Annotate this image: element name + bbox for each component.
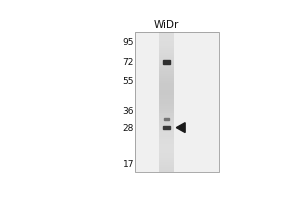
Bar <box>159 144 174 146</box>
Bar <box>159 118 174 120</box>
Bar <box>159 127 174 130</box>
Bar <box>135 32 219 172</box>
Bar <box>159 130 174 132</box>
Bar <box>159 81 174 83</box>
Bar <box>159 146 174 148</box>
Polygon shape <box>176 123 185 133</box>
Bar <box>159 48 174 50</box>
Bar <box>159 123 174 125</box>
Bar <box>159 69 174 71</box>
Bar <box>135 32 219 172</box>
Text: 36: 36 <box>122 107 134 116</box>
Bar <box>159 92 174 95</box>
Bar <box>159 148 174 151</box>
Bar <box>159 106 174 109</box>
Bar <box>159 153 174 155</box>
Bar <box>159 53 174 55</box>
Bar <box>159 99 174 102</box>
Bar <box>159 83 174 85</box>
Bar <box>159 155 174 158</box>
Bar <box>159 43 174 46</box>
Bar <box>159 76 174 78</box>
Bar <box>159 125 174 127</box>
Bar <box>159 74 174 76</box>
Bar <box>159 50 174 53</box>
Bar <box>159 113 174 116</box>
Bar <box>159 151 174 153</box>
Bar <box>159 104 174 106</box>
Bar <box>159 64 174 67</box>
Text: 17: 17 <box>122 160 134 169</box>
Text: 28: 28 <box>123 124 134 133</box>
Bar <box>159 41 174 43</box>
Bar <box>159 36 174 39</box>
Bar <box>159 132 174 134</box>
Bar <box>164 118 169 120</box>
Bar <box>159 39 174 41</box>
Bar <box>159 34 174 36</box>
Bar <box>159 97 174 99</box>
Bar <box>159 170 174 172</box>
Bar <box>159 32 174 34</box>
Text: 72: 72 <box>123 58 134 67</box>
Bar <box>159 85 174 88</box>
Bar <box>159 137 174 139</box>
Bar <box>163 126 170 129</box>
Bar <box>159 139 174 141</box>
Bar <box>159 88 174 90</box>
Bar <box>159 67 174 69</box>
Bar <box>159 165 174 167</box>
Bar <box>159 95 174 97</box>
Bar <box>159 120 174 123</box>
Text: 95: 95 <box>122 38 134 47</box>
Text: WiDr: WiDr <box>154 20 179 30</box>
Bar <box>159 62 174 64</box>
Bar <box>159 111 174 113</box>
Bar <box>159 167 174 170</box>
Text: 55: 55 <box>122 77 134 86</box>
Bar <box>159 160 174 162</box>
Bar <box>159 57 174 60</box>
Bar <box>159 78 174 81</box>
Bar <box>159 116 174 118</box>
Bar <box>159 71 174 74</box>
Bar <box>159 60 174 62</box>
Bar <box>159 55 174 57</box>
Bar <box>159 109 174 111</box>
Bar <box>159 158 174 160</box>
Bar <box>159 102 174 104</box>
Bar <box>159 162 174 165</box>
Bar <box>159 90 174 92</box>
Bar <box>159 134 174 137</box>
Bar <box>159 46 174 48</box>
Bar <box>159 141 174 144</box>
Bar <box>163 60 170 64</box>
